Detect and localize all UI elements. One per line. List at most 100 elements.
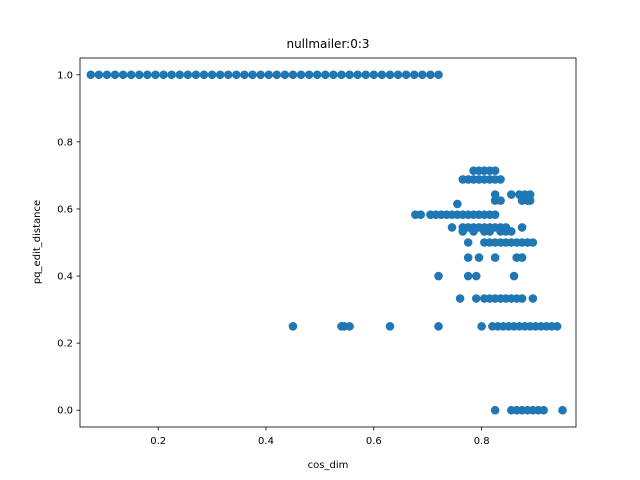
data-point bbox=[304, 70, 314, 80]
x-tick-label: 0.8 bbox=[474, 436, 490, 447]
data-point bbox=[110, 70, 120, 80]
data-point bbox=[463, 253, 473, 262]
data-point bbox=[288, 70, 298, 80]
data-point bbox=[126, 70, 136, 80]
data-point bbox=[377, 70, 387, 80]
data-point bbox=[455, 294, 465, 303]
y-tick-label: 0.8 bbox=[57, 137, 73, 148]
data-point bbox=[434, 322, 443, 331]
data-point bbox=[490, 190, 500, 199]
data-point bbox=[490, 405, 500, 415]
data-point bbox=[385, 322, 395, 331]
y-tick-label: 0.2 bbox=[57, 339, 73, 350]
data-point bbox=[256, 70, 265, 80]
data-point bbox=[485, 227, 495, 236]
data-point bbox=[416, 210, 426, 219]
data-point bbox=[191, 70, 201, 80]
data-point bbox=[143, 70, 152, 80]
plot-frame bbox=[79, 57, 577, 428]
data-point bbox=[517, 294, 527, 303]
data-point bbox=[159, 70, 168, 80]
data-point bbox=[183, 70, 193, 80]
data-point bbox=[385, 70, 395, 80]
data-point bbox=[528, 294, 538, 303]
data-point bbox=[525, 196, 535, 205]
data-point bbox=[447, 223, 457, 232]
data-point bbox=[434, 70, 443, 80]
data-point bbox=[490, 210, 500, 219]
y-tick-label: 1.0 bbox=[57, 70, 73, 81]
data-point bbox=[329, 70, 338, 80]
data-point bbox=[528, 238, 538, 247]
data-point bbox=[477, 322, 486, 331]
data-point bbox=[496, 196, 505, 205]
chart-title: nullmailer:0:3 bbox=[286, 37, 369, 51]
data-point bbox=[151, 70, 160, 80]
y-axis-ticks: 0.0 0.2 0.4 0.6 0.8 1.0 bbox=[57, 70, 80, 417]
data-point bbox=[167, 70, 176, 80]
data-point bbox=[539, 405, 548, 415]
data-point bbox=[337, 70, 346, 80]
data-point bbox=[517, 223, 527, 232]
data-point bbox=[175, 70, 185, 80]
data-point bbox=[215, 70, 225, 80]
y-tick-label: 0.6 bbox=[57, 204, 73, 215]
y-axis-title: pq_edit_distance bbox=[32, 200, 43, 284]
x-tick-label: 0.2 bbox=[150, 436, 166, 447]
data-point bbox=[453, 199, 462, 209]
data-point bbox=[463, 271, 473, 281]
data-point bbox=[490, 253, 500, 262]
data-point bbox=[401, 70, 411, 80]
data-point bbox=[232, 70, 241, 80]
data-point bbox=[264, 70, 274, 80]
data-point bbox=[471, 271, 481, 281]
y-tick-label: 0.0 bbox=[57, 406, 73, 417]
data-point bbox=[353, 70, 362, 80]
data-point bbox=[272, 70, 282, 80]
data-point bbox=[418, 70, 427, 80]
x-tick-label: 0.6 bbox=[366, 436, 382, 447]
data-point bbox=[369, 70, 379, 80]
data-point bbox=[393, 70, 403, 80]
data-point bbox=[135, 70, 144, 80]
data-point bbox=[288, 322, 298, 331]
x-axis-ticks: 0.2 0.4 0.6 0.8 bbox=[150, 427, 490, 447]
y-tick-label: 0.4 bbox=[57, 272, 73, 283]
data-point bbox=[102, 70, 112, 80]
data-point bbox=[426, 70, 435, 80]
data-point bbox=[469, 227, 478, 236]
data-point bbox=[558, 405, 567, 415]
data-point bbox=[207, 70, 217, 80]
data-point bbox=[94, 70, 104, 80]
data-point bbox=[361, 70, 371, 80]
data-point bbox=[458, 227, 468, 236]
data-point bbox=[118, 70, 128, 80]
data-point bbox=[296, 70, 306, 80]
x-tick-label: 0.4 bbox=[258, 436, 274, 447]
data-point bbox=[345, 70, 354, 80]
data-point bbox=[86, 70, 96, 80]
data-point bbox=[509, 271, 519, 281]
data-point bbox=[223, 70, 233, 80]
data-point bbox=[240, 70, 249, 80]
data-point bbox=[471, 294, 481, 303]
data-point bbox=[312, 70, 322, 80]
data-point bbox=[434, 271, 443, 281]
data-point bbox=[280, 70, 290, 80]
data-point bbox=[321, 70, 330, 80]
data-point bbox=[507, 227, 516, 236]
data-point bbox=[552, 322, 562, 331]
data-points bbox=[86, 70, 567, 415]
data-point bbox=[517, 253, 527, 262]
data-point bbox=[490, 166, 500, 176]
data-point bbox=[496, 175, 505, 184]
data-point bbox=[409, 70, 419, 80]
data-point bbox=[345, 322, 354, 331]
data-point bbox=[248, 70, 257, 80]
data-point bbox=[507, 190, 516, 199]
data-point bbox=[199, 70, 209, 80]
data-point bbox=[463, 238, 473, 247]
data-point bbox=[474, 253, 484, 262]
x-axis-title: cos_dim bbox=[308, 460, 349, 471]
